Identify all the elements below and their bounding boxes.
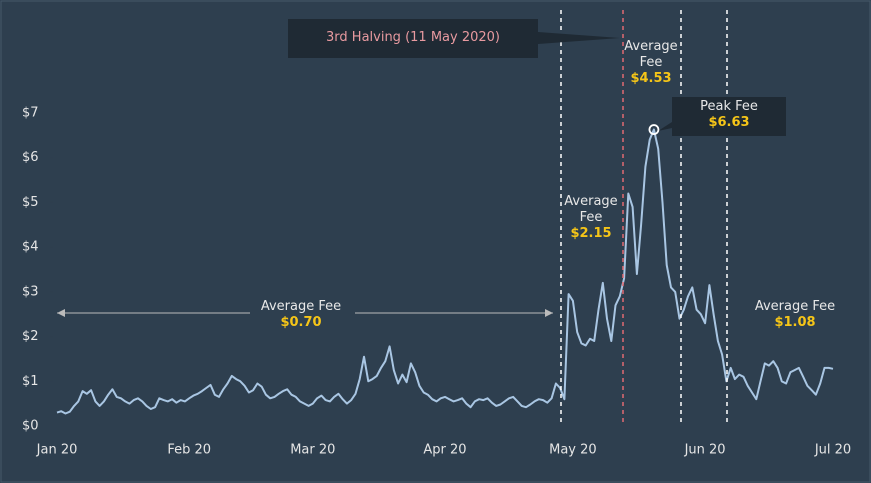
y-tick-label: $6 [22,150,39,165]
halving-box [288,19,620,58]
annotation: Average Fee $2.15 [561,194,621,242]
x-tick-label: Feb 20 [167,443,211,458]
y-tick-label: $2 [22,329,39,344]
annotation-label: Average Fee [624,39,678,70]
annotation: Peak Fee $6.63 [674,99,784,131]
annotation: Average Fee $4.53 [621,39,681,87]
x-tick-label: Jan 20 [36,443,78,458]
peak-box [658,97,786,136]
x-tick-label: Mar 20 [290,443,335,458]
annotation-value: $0.70 [280,315,322,330]
annotation: Average Fee $1.08 [740,299,850,331]
annotation-value: $1.08 [774,315,816,330]
fee-line [56,128,834,415]
annotation-label: Average Fee [754,299,836,314]
x-tick-label: May 20 [549,443,597,458]
annotation: Average Fee $0.70 [241,299,361,331]
annotation-value: $2.15 [570,226,612,241]
annotation: 3rd Halving (11 May 2020) [283,30,543,46]
y-tick-label: $3 [22,284,39,299]
y-tick-label: $0 [22,419,39,434]
y-tick-label: $4 [22,240,39,255]
x-tick-label: Jul 20 [814,443,851,458]
x-tick-label: Apr 20 [423,443,466,458]
y-tick-label: $7 [22,106,39,121]
y-tick-label: $1 [22,374,39,389]
annotation-value: $4.53 [630,71,672,86]
annotation-label: Average Fee [564,194,618,225]
annotation-value: $6.63 [708,115,750,130]
halving-label: 3rd Halving (11 May 2020) [326,30,500,45]
arrow-head [545,309,553,317]
y-tick-label: $5 [22,195,39,210]
peak-marker [648,124,660,135]
x-tick-label: Jun 20 [684,443,726,458]
marks [56,128,834,415]
annotation-label: Average Fee [260,299,342,314]
annotation-label: Peak Fee [700,99,758,114]
arrow-head [57,309,65,317]
